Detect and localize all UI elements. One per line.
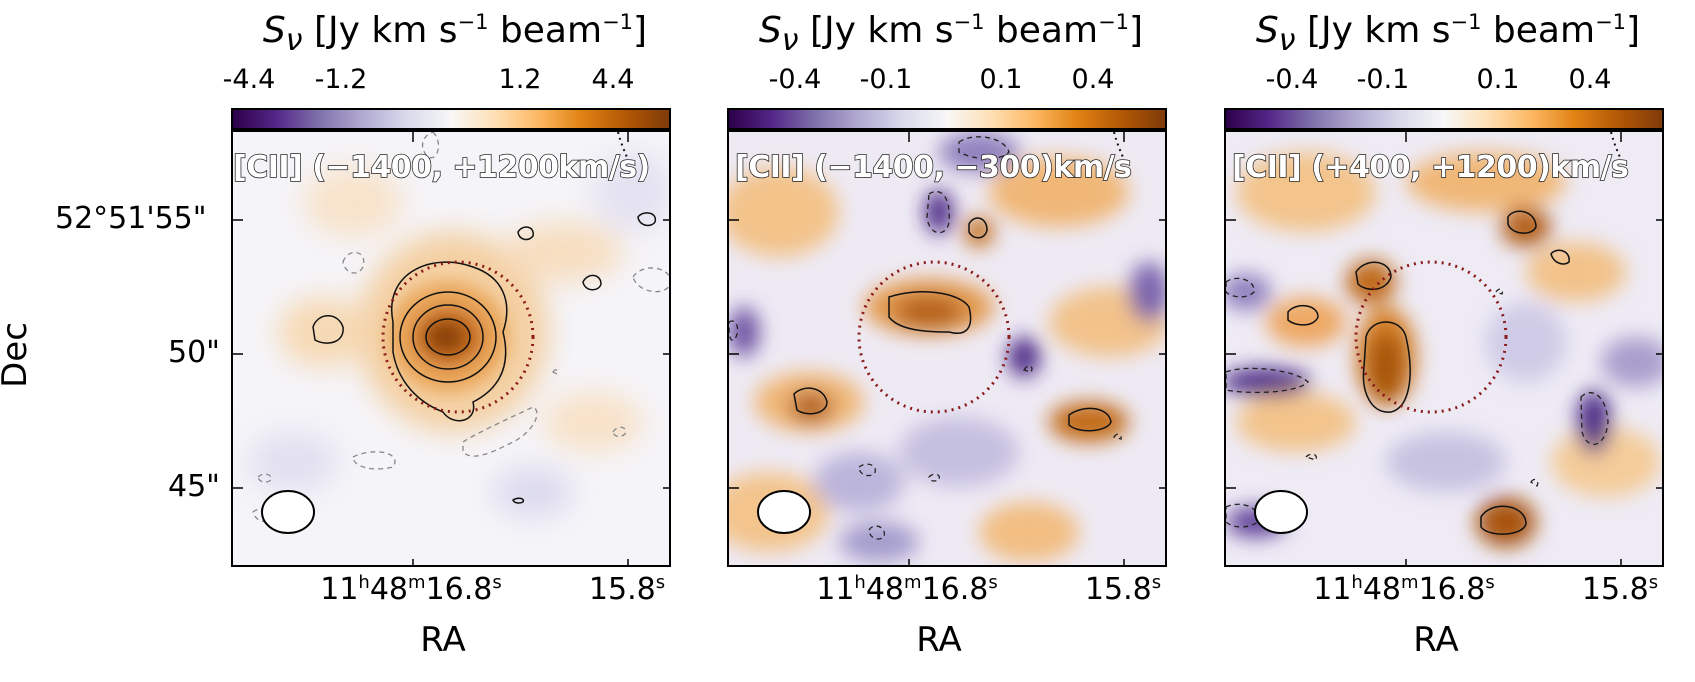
panel-1: Sν [Jy km s−1 beam−1] -4.4 -1.2 1.2 4.4 [222, 0, 685, 682]
colorbar-title-3: Sν [Jy km s−1 beam−1] [1255, 10, 1641, 59]
panel-2: Sν [Jy km s−1 beam−1] -0.4 -0.1 0.1 0.4 [721, 0, 1181, 682]
x-tick-2b: 15.8s [1084, 572, 1162, 607]
x-tick-1b: 15.8s [588, 572, 666, 607]
map-1: [CII] (−1400, +1200km/s) [231, 130, 671, 567]
cb3-tick-1: -0.1 [1356, 64, 1410, 95]
cb2-tick-2: 0.1 [979, 64, 1023, 95]
panel-3: Sν [Jy km s−1 beam−1] -0.4 -0.1 0.1 0.4 [1218, 0, 1678, 682]
colorbar-3 [1224, 108, 1664, 130]
cb2-tick-0: -0.4 [768, 64, 822, 95]
neg-contours-1 [252, 132, 669, 523]
x-axis-label-3: RA [1413, 620, 1459, 660]
colorbar-title-2: Sν [Jy km s−1 beam−1] [758, 10, 1144, 59]
x-tick-3a: 11h48m16.8s [1313, 572, 1495, 607]
x-axis-label-1: RA [420, 620, 466, 660]
panel-title-2: [CII] (−1400, −300)km/s [734, 149, 1132, 186]
cb1-tick-1: -1.2 [314, 64, 368, 95]
aperture-circle-1 [381, 260, 535, 414]
panel-title-1: [CII] (−1400, +1200km/s) [233, 149, 651, 186]
map-3: [CII] (+400, +1200)km/s [1224, 130, 1664, 567]
beam-ellipse-2 [757, 490, 811, 534]
colorbar-title-1: Sν [Jy km s−1 beam−1] [262, 10, 648, 59]
cb3-tick-0: -0.4 [1265, 64, 1319, 95]
contours-1 [312, 212, 657, 504]
colorbar-1 [231, 108, 671, 130]
x-axis-label-2: RA [916, 620, 962, 660]
x-tick-1a: 11h4848m16.8s [320, 572, 502, 607]
map-3-svg [1226, 132, 1662, 565]
colorbar-2 [727, 108, 1167, 130]
beam-ellipse-1 [261, 490, 315, 534]
beam-ellipse-3 [1254, 490, 1308, 534]
cb1-tick-0: -4.4 [222, 64, 276, 95]
cb3-tick-2: 0.1 [1476, 64, 1520, 95]
y-axis-label: Dec [0, 322, 35, 388]
y-tick-1: 50" [168, 335, 220, 370]
map-2: [CII] (−1400, −300)km/s [727, 130, 1167, 567]
cb2-tick-1: -0.1 [859, 64, 913, 95]
x-tick-3b: 15.8s [1581, 572, 1659, 607]
cb1-tick-3: 4.4 [591, 64, 635, 95]
x-tick-2a: 11h48m16.8s [816, 572, 998, 607]
cb2-tick-3: 0.4 [1071, 64, 1115, 95]
panel-title-3: [CII] (+400, +1200)km/s [1231, 149, 1629, 186]
y-tick-2: 45" [168, 469, 220, 504]
map-1-svg [233, 132, 669, 565]
cb1-tick-2: 1.2 [498, 64, 542, 95]
cb3-tick-3: 0.4 [1568, 64, 1612, 95]
map-2-svg [729, 132, 1165, 565]
y-tick-0: 52°51'55" [55, 201, 207, 236]
